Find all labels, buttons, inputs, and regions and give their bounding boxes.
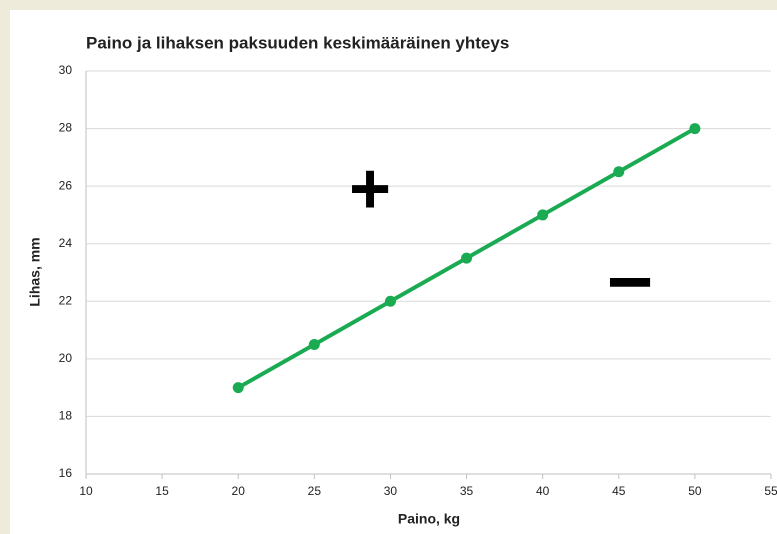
x-tick-label: 30 [384,484,398,498]
y-tick-label: 26 [59,178,73,192]
x-tick-label: 45 [612,484,626,498]
x-axis-label: Paino, kg [398,511,460,527]
data-point [308,338,320,350]
x-tick-label: 35 [460,484,474,498]
x-tick-label: 20 [232,484,246,498]
y-axis-label: Lihas, mm [27,237,43,306]
x-tick-label: 15 [155,484,169,498]
chart-title: Paino ja lihaksen paksuuden keskimääräin… [86,33,509,52]
annotation: + [349,149,391,229]
y-tick-label: 28 [59,121,73,135]
data-point [689,123,701,135]
y-tick-label: 24 [59,236,73,250]
x-tick-label: 25 [308,484,322,498]
annotation: − [607,237,654,326]
x-tick-label: 10 [79,484,93,498]
y-tick-label: 18 [59,409,73,423]
data-point [537,209,549,221]
x-tick-label: 55 [764,484,777,498]
y-tick-label: 30 [59,63,73,77]
chart-area [10,10,777,534]
y-tick-label: 22 [59,293,73,307]
y-tick-label: 16 [59,466,73,480]
x-tick-label: 50 [688,484,702,498]
data-point [613,166,625,178]
data-point [384,295,396,307]
data-point [232,382,244,394]
x-tick-label: 40 [536,484,550,498]
data-point [461,252,473,264]
y-tick-label: 20 [59,351,73,365]
